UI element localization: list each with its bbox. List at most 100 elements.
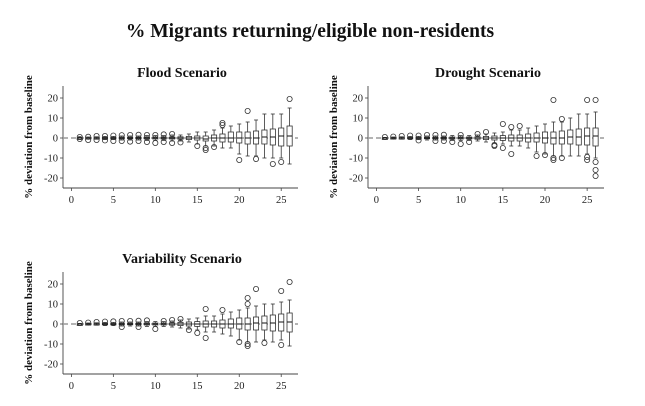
outlier-point	[457, 131, 464, 138]
y-tick-label: -10	[44, 154, 58, 165]
outlier-point	[169, 139, 176, 146]
outlier-point	[584, 156, 591, 163]
y-tick-label: -10	[349, 154, 363, 165]
outlier-point	[101, 318, 108, 325]
outlier-point	[466, 138, 473, 145]
x-tick-label: 0	[69, 195, 74, 206]
outlier-point	[101, 132, 108, 139]
x-tick-label: 15	[192, 195, 203, 206]
box-3	[93, 132, 100, 143]
box-18	[525, 127, 532, 149]
box-3	[398, 132, 405, 140]
x-tick-label: 10	[455, 195, 466, 206]
box-25	[278, 113, 285, 165]
box-1	[76, 319, 83, 326]
box-14	[491, 132, 498, 149]
outlier-point	[550, 97, 557, 104]
outlier-point	[244, 340, 251, 347]
y-tick-label: -20	[44, 174, 58, 185]
outlier-point	[127, 131, 134, 138]
outlier-point	[440, 131, 447, 138]
box-2	[390, 133, 397, 140]
box-1	[76, 133, 83, 142]
outlier-point	[423, 131, 430, 138]
outlier-point	[160, 317, 167, 324]
outlier-point	[143, 138, 150, 145]
outlier-point	[194, 329, 201, 336]
outlier-point	[592, 97, 599, 104]
outlier-point	[202, 334, 209, 341]
box-2	[85, 133, 92, 143]
box-20	[542, 123, 549, 158]
box-iqr	[278, 127, 285, 147]
outlier-point	[261, 339, 268, 346]
outlier-point	[550, 154, 557, 161]
box-19	[227, 125, 234, 149]
box-15	[499, 121, 506, 151]
outlier-point	[118, 317, 125, 324]
box-21	[244, 108, 251, 157]
box-6	[423, 131, 430, 141]
outlier-point	[236, 156, 243, 163]
box-25	[584, 97, 591, 163]
box-18	[219, 120, 226, 149]
x-tick-label: 5	[111, 195, 116, 206]
box-6	[118, 132, 125, 144]
box-4	[101, 132, 108, 144]
x-tick-label: 5	[111, 381, 116, 392]
outlier-point	[93, 318, 100, 325]
outlier-point	[592, 158, 599, 165]
main-title: % Migrants returning/eligible non-reside…	[125, 21, 495, 42]
outlier-point	[135, 323, 142, 330]
outlier-point	[219, 122, 226, 129]
outlier-point	[381, 133, 388, 140]
outlier-point	[152, 325, 159, 332]
outlier-point	[432, 137, 439, 144]
y-axis-label: % deviation from baseline	[23, 261, 35, 385]
box-12	[169, 130, 176, 146]
outlier-point	[127, 138, 134, 145]
x-tick-label: 20	[234, 381, 245, 392]
outlier-point	[508, 150, 515, 157]
box-10	[152, 321, 159, 332]
x-tick-label: 20	[540, 195, 551, 206]
box-20	[236, 309, 243, 345]
y-tick-label: 0	[53, 134, 58, 145]
outlier-point	[542, 151, 549, 158]
box-iqr	[592, 127, 599, 147]
outlier-point	[390, 133, 397, 140]
outlier-point	[160, 138, 167, 145]
outlier-point	[85, 319, 92, 326]
box-2	[85, 319, 92, 326]
y-tick-label: -20	[349, 174, 363, 185]
outlier-point	[584, 97, 591, 104]
box-7	[432, 131, 439, 144]
outlier-point	[533, 152, 540, 159]
outlier-point	[219, 120, 226, 127]
outlier-point	[118, 132, 125, 139]
outlier-point	[236, 338, 243, 345]
box-26	[286, 96, 293, 165]
box-14	[185, 133, 192, 143]
box-22	[558, 116, 565, 161]
outlier-point	[432, 131, 439, 138]
outlier-point	[118, 137, 125, 144]
box-16	[202, 305, 209, 341]
outlier-point	[202, 146, 209, 153]
y-tick-label: 0	[358, 134, 363, 145]
outlier-point	[85, 133, 92, 140]
outlier-point	[482, 128, 489, 135]
outlier-point	[101, 137, 108, 144]
box-24	[269, 303, 276, 343]
outlier-point	[415, 137, 422, 144]
box-11	[160, 317, 167, 327]
box-26	[592, 97, 599, 179]
outlier-point	[499, 144, 506, 151]
x-tick-label: 10	[150, 381, 161, 392]
outlier-point	[244, 108, 251, 115]
box-1	[381, 133, 388, 140]
outlier-point	[278, 287, 285, 294]
y-axis-label: % deviation from baseline	[23, 75, 35, 199]
outlier-point	[269, 160, 276, 167]
